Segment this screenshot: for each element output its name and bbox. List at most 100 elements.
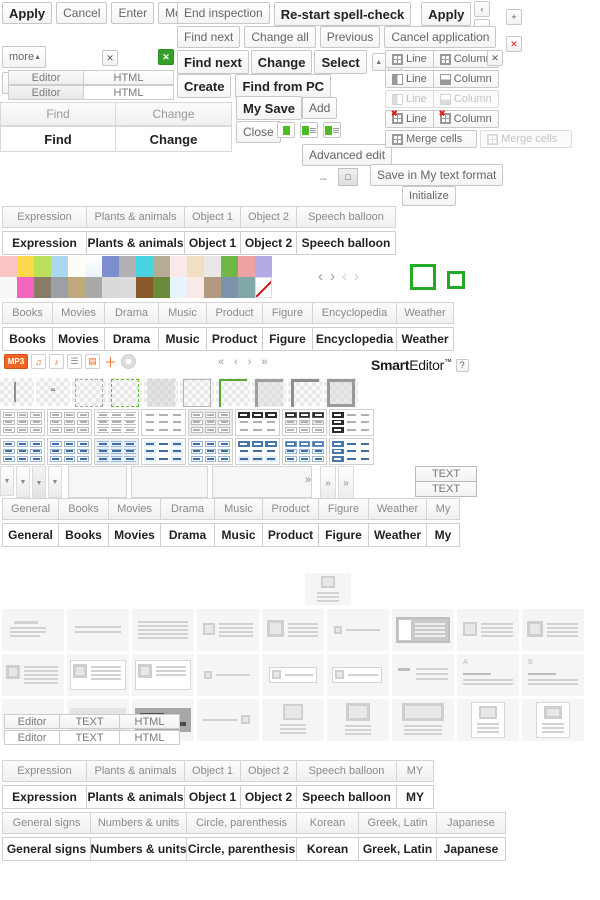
layout-template-featured[interactable] [305, 573, 351, 605]
layout-template[interactable] [392, 654, 454, 696]
tab-object-2-my-active[interactable]: Object 2 [240, 785, 296, 809]
layout-template[interactable] [457, 699, 519, 741]
help-icon[interactable]: ? [455, 358, 469, 372]
tab-product-active[interactable]: Product [206, 327, 262, 351]
create-button[interactable]: Create [177, 74, 232, 98]
layout-template[interactable]: A [457, 654, 519, 696]
list-icon[interactable]: ☰ [67, 354, 82, 369]
layout-template[interactable] [392, 699, 454, 741]
layout-template[interactable] [327, 609, 389, 651]
tab-figure-active[interactable]: Figure [262, 327, 312, 351]
table-style-thumb[interactable] [47, 409, 92, 436]
tab-numbers-units-active[interactable]: Numbers & units [90, 837, 187, 861]
tab-drama-2-active[interactable]: Drama [160, 523, 214, 547]
swatch[interactable] [204, 256, 221, 277]
apply-button[interactable]: Apply [2, 2, 53, 24]
change-panel-active[interactable]: Change [116, 126, 232, 152]
cancel-application-button[interactable]: Cancel application [384, 26, 497, 48]
layout-template[interactable]: B [522, 654, 584, 696]
add-button[interactable]: Add [302, 97, 338, 119]
quote-style-thin-gray[interactable] [180, 378, 214, 407]
tab-expression-my[interactable]: Expression [2, 760, 86, 782]
tab-weather-active[interactable]: Weather [396, 327, 454, 351]
text-button-bottom[interactable]: TEXT [415, 481, 477, 497]
tab-plants-animals-my[interactable]: Plants & animals [86, 760, 184, 782]
swatch[interactable] [136, 277, 153, 298]
tab-speech-balloon-my-active[interactable]: Speech balloon [296, 785, 396, 809]
table-style-thumb-dark-cells[interactable] [282, 409, 327, 436]
tab-music-2-active[interactable]: Music [214, 523, 262, 547]
tab-speech-balloon-my[interactable]: Speech balloon [296, 760, 396, 782]
table-style-thumb-blue[interactable] [94, 438, 139, 465]
tab-object-1-my-active[interactable]: Object 1 [184, 785, 240, 809]
swatch[interactable] [85, 256, 102, 277]
dropdown-toggle-3[interactable]: ▼ [32, 466, 46, 500]
tab-object-2[interactable]: Object 2 [240, 206, 296, 228]
tab-figure-2[interactable]: Figure [318, 498, 368, 520]
tab-my[interactable]: My [426, 498, 460, 520]
insert-line-button[interactable]: Line [385, 50, 434, 68]
swatch[interactable] [187, 277, 204, 298]
tab-movies-2[interactable]: Movies [108, 498, 160, 520]
tab-expression-active[interactable]: Expression [2, 231, 86, 255]
tab-text-bottom-1[interactable]: TEXT [60, 714, 120, 729]
apply-inspection-button[interactable]: Apply [421, 2, 472, 26]
tab-drama-2[interactable]: Drama [160, 498, 214, 520]
find-panel-muted[interactable]: Find [0, 102, 116, 126]
layout-template[interactable] [67, 654, 129, 696]
swatch[interactable] [238, 277, 255, 298]
find-panel-active[interactable]: Find [0, 126, 116, 152]
tab-music[interactable]: Music [158, 302, 206, 324]
tab-plants-animals[interactable]: Plants & animals [86, 206, 184, 228]
tab-general-signs-active[interactable]: General signs [2, 837, 90, 861]
tab-editor-bottom-1[interactable]: Editor [4, 714, 60, 729]
split-line-button[interactable]: Line [385, 70, 434, 88]
tab-circle-parenthesis[interactable]: Circle, parenthesis [186, 812, 296, 834]
dropdown-toggle-4[interactable]: ▼ [48, 466, 62, 498]
tab-product[interactable]: Product [206, 302, 262, 324]
selection-box-large[interactable] [410, 264, 436, 290]
layout-template[interactable] [327, 654, 389, 696]
delete-x-icon[interactable]: ✕ [506, 36, 522, 52]
tab-movies-active[interactable]: Movies [52, 327, 104, 351]
select-button[interactable]: Select [314, 50, 367, 74]
tab-expression[interactable]: Expression [2, 206, 86, 228]
swatch[interactable] [221, 277, 238, 298]
swatch[interactable] [102, 277, 119, 298]
tab-music-active[interactable]: Music [158, 327, 206, 351]
tab-japanese-active[interactable]: Japanese [436, 837, 506, 861]
table-style-thumb-blue-cells[interactable] [282, 438, 327, 465]
swatch[interactable] [68, 277, 85, 298]
previous-button[interactable]: Previous [319, 26, 381, 48]
layout-template[interactable] [2, 654, 64, 696]
swatch[interactable] [0, 256, 17, 277]
swatch[interactable] [34, 256, 51, 277]
quote-style-frame-thick[interactable] [324, 378, 358, 407]
tab-plants-animals-my-active[interactable]: Plants & animals [86, 785, 184, 809]
prev-page-icon-media[interactable]: ‹ [234, 356, 238, 368]
value-input-2[interactable] [131, 466, 208, 498]
layout-template[interactable] [522, 699, 584, 741]
tab-html-bottom-2[interactable]: HTML [120, 730, 180, 745]
quote-style-gray-block[interactable] [252, 378, 286, 407]
layout-template[interactable] [132, 609, 194, 651]
tab-japanese[interactable]: Japanese [436, 812, 506, 834]
change-all-button[interactable]: Change all [244, 26, 316, 48]
swatch[interactable] [153, 277, 170, 298]
tab-expression-my-active[interactable]: Expression [2, 785, 86, 809]
next-page-icon-media[interactable]: › [247, 356, 252, 368]
swatch[interactable] [51, 277, 68, 298]
table-style-thumb-dark-header[interactable] [235, 409, 280, 436]
tab-product-2-active[interactable]: Product [262, 523, 318, 547]
end-inspection-button[interactable]: End inspection [177, 2, 270, 24]
quote-style-green-corner[interactable] [216, 378, 250, 407]
add-media-icon[interactable]: ＋ [103, 354, 118, 370]
tab-my-sticker[interactable]: MY [396, 760, 434, 782]
tab-figure[interactable]: Figure [262, 302, 312, 324]
table-style-thumb-blue-col[interactable] [329, 438, 374, 465]
close-table-panel-icon[interactable]: ✕ [487, 50, 503, 66]
swatch[interactable] [221, 256, 238, 277]
find-next-plain-button[interactable]: Find next [177, 26, 241, 48]
tab-figure-2-active[interactable]: Figure [318, 523, 368, 547]
table-style-thumb-blue[interactable] [141, 438, 186, 465]
